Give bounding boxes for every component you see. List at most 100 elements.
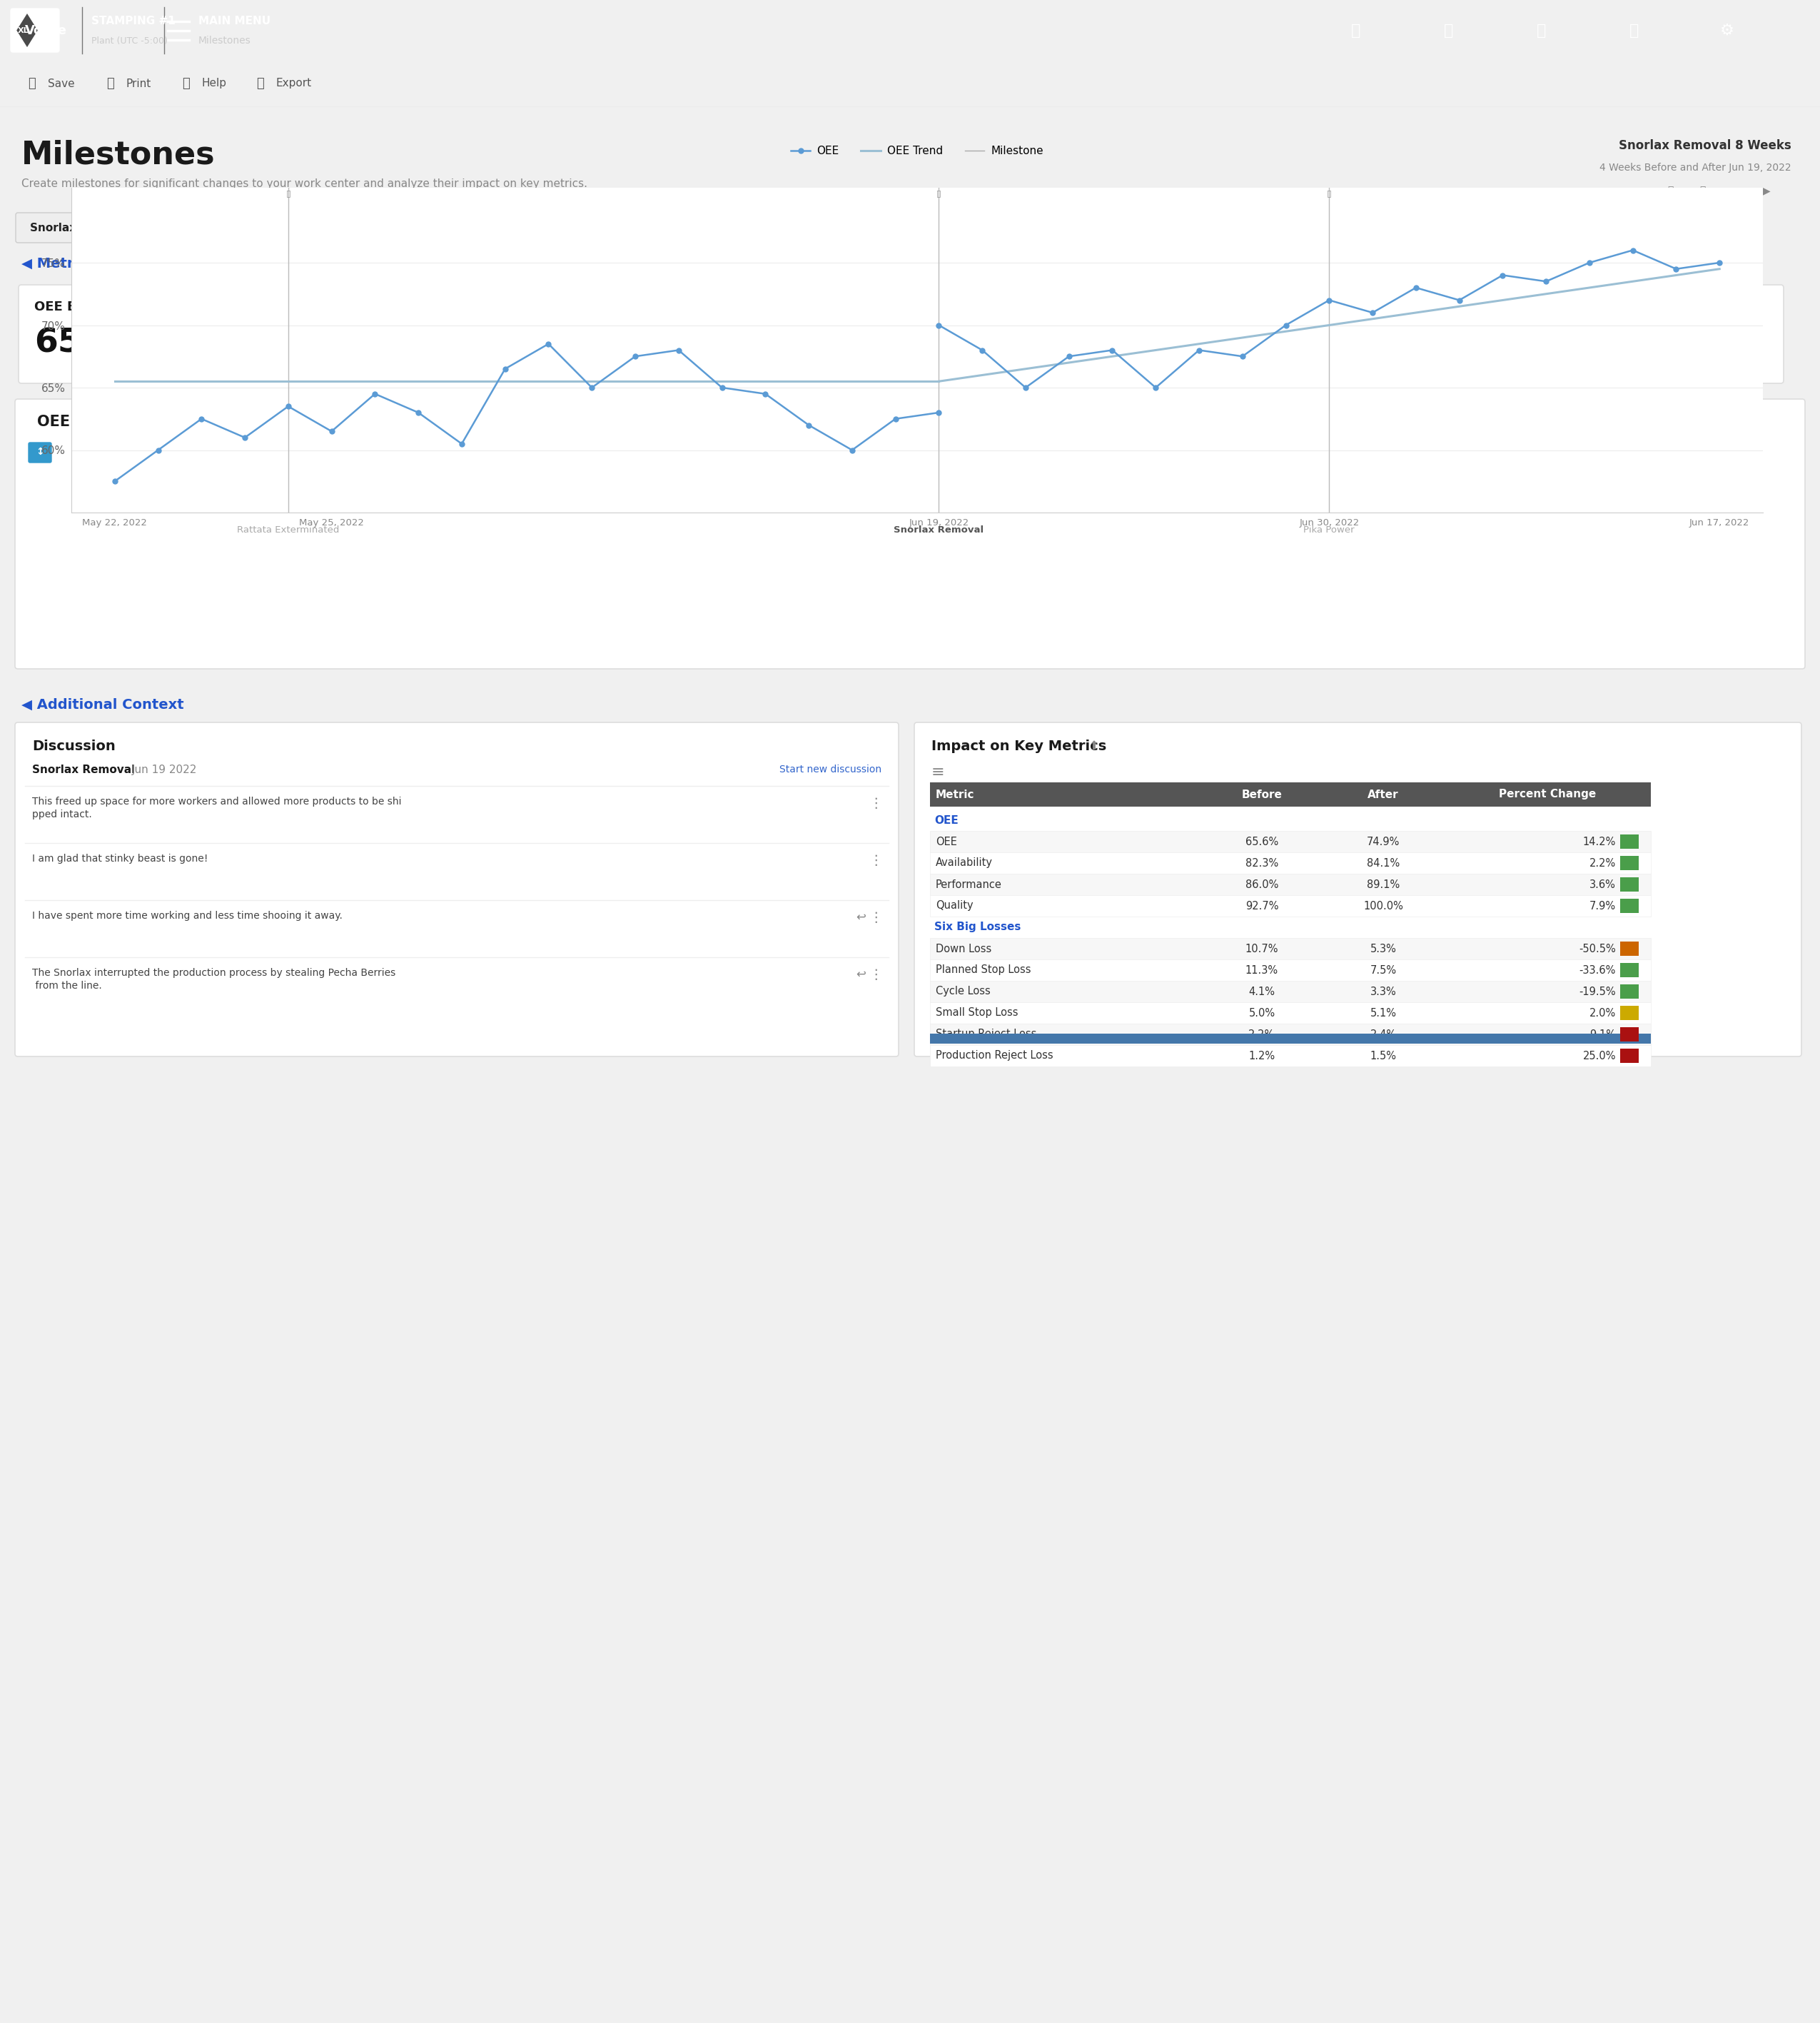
Bar	[930, 1024, 1651, 1046]
Bar	[930, 981, 1651, 1001]
Bar	[930, 852, 1651, 874]
Text: Help: Help	[202, 79, 226, 89]
Text: ▯: ▯	[1327, 188, 1332, 198]
Text: ⋮: ⋮	[868, 854, 883, 868]
Text: Milestones: Milestones	[198, 36, 251, 47]
Text: Production Reject Loss: Production Reject Loss	[935, 1050, 1054, 1062]
Text: Snorlax Removal: Snorlax Removal	[33, 765, 135, 775]
Text: Availability: Availability	[935, 858, 992, 868]
Text: 2.0%: 2.0%	[1589, 1007, 1616, 1018]
Text: 🚩: 🚩	[1536, 24, 1547, 38]
Text: 82.3%: 82.3%	[1245, 858, 1278, 868]
FancyBboxPatch shape	[15, 399, 1805, 670]
Text: Shared View  ∨: Shared View ∨	[113, 223, 187, 233]
Text: Trend N/A: Trend N/A	[1616, 303, 1660, 314]
Text: 10.7%: 10.7%	[1245, 943, 1278, 955]
Bar	[930, 1034, 1651, 1044]
Text: 2.2%: 2.2%	[1249, 1030, 1276, 1040]
Text: 7.5%: 7.5%	[1370, 965, 1396, 975]
Text: 74.9%: 74.9%	[626, 328, 743, 360]
Legend: OEE, OEE Trend, Milestone: OEE, OEE Trend, Milestone	[786, 142, 1048, 160]
Text: The Snorlax interrupted the production process by stealing Pecha Berries: The Snorlax interrupted the production p…	[33, 967, 395, 977]
Text: Discussion: Discussion	[33, 740, 115, 753]
Text: 65.6%: 65.6%	[1245, 835, 1278, 848]
Text: Print: Print	[126, 79, 151, 89]
Text: 4.1%: 4.1%	[1249, 985, 1276, 997]
Text: ▼: ▼	[284, 221, 295, 235]
Text: 1.5%: 1.5%	[1370, 1050, 1396, 1062]
FancyBboxPatch shape	[610, 285, 1192, 382]
Text: Small Stop Loss: Small Stop Loss	[935, 1007, 1017, 1018]
Text: STAMPING #1: STAMPING #1	[91, 16, 175, 26]
Text: 1.2%: 1.2%	[1249, 1050, 1276, 1062]
Text: -33.6%: -33.6%	[1580, 965, 1616, 975]
Bar	[1620, 856, 1638, 870]
Text: Startup Reject Loss: Startup Reject Loss	[935, 1030, 1037, 1040]
FancyBboxPatch shape	[116, 443, 138, 463]
Text: ◀ Metric Analysis: ◀ Metric Analysis	[22, 257, 157, 271]
Text: 25.0%: 25.0%	[1583, 1050, 1616, 1062]
Text: Q: Q	[211, 447, 220, 457]
Text: D: D	[124, 447, 131, 457]
Text: 14.2%: 14.2%	[1583, 835, 1616, 848]
Bar	[930, 894, 1651, 916]
Text: 🔖: 🔖	[224, 221, 233, 235]
Text: OEE Over Time: OEE Over Time	[36, 415, 162, 429]
Text: Trend -5.5%: Trend -5.5%	[435, 303, 488, 314]
Text: ↩: ↩	[855, 967, 866, 981]
Text: OEE Percent Change: OEE Percent Change	[1216, 301, 1363, 314]
Text: -19.5%: -19.5%	[1580, 985, 1616, 997]
Text: 7.9%: 7.9%	[1589, 900, 1616, 910]
Text: OEE Before Milestone: OEE Before Milestone	[35, 301, 189, 314]
Text: 74.9%: 74.9%	[1367, 835, 1400, 848]
Text: 2.2%: 2.2%	[1589, 858, 1616, 868]
Text: 4 Weeks Before and After Jun 19, 2022: 4 Weeks Before and After Jun 19, 2022	[1600, 162, 1791, 172]
Text: OEE After Milestone: OEE After Milestone	[626, 301, 770, 314]
Text: -50.5%: -50.5%	[1580, 943, 1616, 955]
Text: 5.1%: 5.1%	[1370, 1007, 1396, 1018]
Text: ◀: ◀	[1731, 186, 1738, 196]
Bar	[1620, 985, 1638, 999]
FancyBboxPatch shape	[29, 443, 51, 463]
Text: 11.3%: 11.3%	[1245, 965, 1278, 975]
Text: Snorlax OEE: Snorlax OEE	[29, 223, 104, 233]
Bar	[930, 939, 1651, 959]
Text: Vorne: Vorne	[25, 24, 67, 36]
Text: After: After	[1367, 789, 1400, 799]
Text: Snorlax Removal: Snorlax Removal	[894, 526, 985, 534]
Bar	[930, 831, 1651, 852]
Text: 🌐: 🌐	[195, 221, 202, 235]
Text: Quality: Quality	[935, 900, 974, 910]
Text: 🔍: 🔍	[1700, 186, 1705, 196]
Text: 89.1%: 89.1%	[1367, 880, 1400, 890]
Text: ⊙: ⊙	[255, 221, 266, 235]
Text: Metric: Metric	[935, 789, 974, 799]
Text: M: M	[184, 447, 193, 457]
Text: ↕: ↕	[36, 447, 44, 457]
Bar	[1620, 1048, 1638, 1062]
Text: ▯: ▯	[935, 188, 941, 198]
Text: pped intact.: pped intact.	[33, 809, 91, 819]
Text: Down Loss: Down Loss	[935, 943, 992, 955]
Bar	[693, 328, 703, 358]
Text: 2.4%: 2.4%	[1370, 1030, 1396, 1040]
Text: 14.2%: 14.2%	[1216, 328, 1334, 360]
Bar	[930, 1046, 1651, 1066]
Text: 86.0%: 86.0%	[1245, 880, 1278, 890]
Text: Pika Power: Pika Power	[1303, 526, 1354, 534]
Bar	[930, 1001, 1651, 1024]
Text: MAIN MENU: MAIN MENU	[198, 16, 271, 26]
Text: XL: XL	[18, 26, 29, 34]
Text: Export: Export	[277, 79, 311, 89]
Bar	[1620, 963, 1638, 977]
FancyBboxPatch shape	[15, 722, 899, 1056]
FancyBboxPatch shape	[914, 722, 1802, 1056]
Text: Percent Change: Percent Change	[1498, 789, 1596, 799]
Text: 🔍: 🔍	[1350, 24, 1361, 38]
Text: S: S	[100, 447, 106, 457]
Text: 📤: 📤	[257, 77, 264, 89]
Text: Start new discussion: Start new discussion	[779, 765, 881, 775]
Text: I have spent more time working and less time shooing it away.: I have spent more time working and less …	[33, 910, 342, 920]
Text: Milestones: Milestones	[22, 140, 215, 170]
Text: ≡: ≡	[932, 765, 945, 779]
